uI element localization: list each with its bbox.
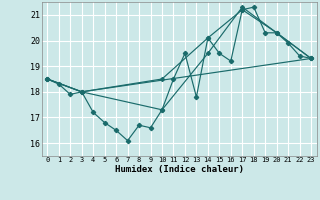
X-axis label: Humidex (Indice chaleur): Humidex (Indice chaleur) <box>115 165 244 174</box>
